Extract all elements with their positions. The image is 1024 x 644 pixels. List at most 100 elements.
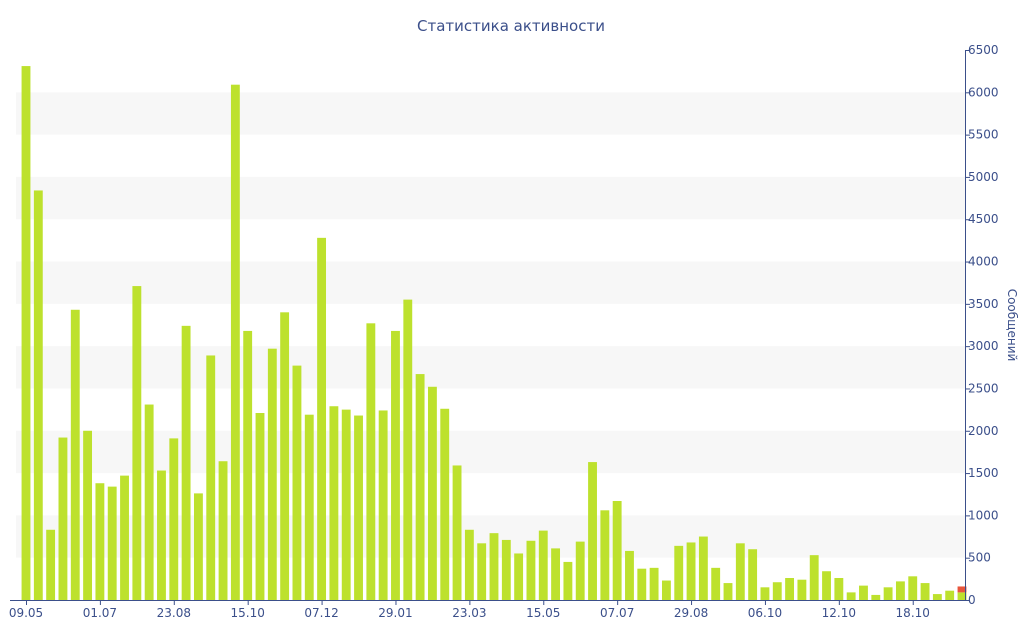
bar xyxy=(748,549,758,600)
bar xyxy=(46,529,56,600)
bar xyxy=(501,539,511,600)
bar xyxy=(526,540,536,600)
y-tick-label: 5000 xyxy=(968,170,999,184)
y-tick-label: 3000 xyxy=(968,339,999,353)
bar xyxy=(427,386,437,600)
bar xyxy=(120,475,129,600)
bar xyxy=(206,355,216,600)
x-tick-label: 12.10 xyxy=(822,606,856,620)
bar xyxy=(354,415,363,600)
bar-highlight xyxy=(957,586,967,593)
bar xyxy=(883,587,893,600)
bar xyxy=(477,543,487,600)
x-tick-label: 23.03 xyxy=(452,606,486,620)
bar xyxy=(859,585,868,600)
bar xyxy=(588,462,597,600)
bar xyxy=(292,365,302,600)
bar xyxy=(83,430,93,600)
bar xyxy=(489,533,499,600)
y-tick-label: 5500 xyxy=(968,128,999,142)
bar xyxy=(193,493,203,600)
x-tick-label: 01.07 xyxy=(83,606,117,620)
x-tick-label: 15.10 xyxy=(231,606,265,620)
bar xyxy=(908,576,918,600)
bar xyxy=(218,461,228,600)
bar xyxy=(834,578,844,600)
bar xyxy=(21,66,31,601)
bar xyxy=(932,594,942,600)
bar xyxy=(686,542,696,600)
grid-band xyxy=(16,261,965,304)
bar xyxy=(95,483,105,600)
bar xyxy=(181,325,191,600)
bar xyxy=(132,286,142,600)
bar xyxy=(563,561,573,600)
bar xyxy=(514,553,524,600)
bar xyxy=(809,555,819,600)
bar xyxy=(895,581,905,600)
y-tick-label: 6500 xyxy=(968,43,999,57)
bar xyxy=(440,408,450,600)
bar xyxy=(70,309,80,600)
y-tick-label: 500 xyxy=(968,551,991,565)
bar xyxy=(846,592,856,600)
y-tick-label: 1000 xyxy=(968,508,999,522)
bar xyxy=(551,548,561,600)
grid-band xyxy=(16,176,965,220)
grid-band xyxy=(16,92,965,135)
x-tick-label: 09.05 xyxy=(9,606,43,620)
bar xyxy=(920,583,930,600)
bar xyxy=(464,529,474,600)
x-tick-label: 07.12 xyxy=(304,606,338,620)
x-tick-label: 23.08 xyxy=(157,606,191,620)
bar xyxy=(723,583,733,600)
bar xyxy=(575,541,585,600)
bar xyxy=(822,571,831,600)
bar xyxy=(772,582,782,600)
bar xyxy=(341,409,351,600)
y-axis-label: Сообщений xyxy=(1005,289,1019,362)
bar xyxy=(280,312,290,600)
bar xyxy=(415,374,425,600)
bar xyxy=(58,437,68,600)
bar xyxy=(711,567,721,600)
bar xyxy=(267,348,277,600)
x-tick-label: 06.10 xyxy=(748,606,782,620)
chart-title: Статистика активности xyxy=(417,17,605,35)
x-tick-label: 29.01 xyxy=(378,606,412,620)
bar xyxy=(391,330,400,600)
bar xyxy=(403,299,413,600)
bar xyxy=(625,550,634,600)
bar xyxy=(243,330,253,600)
bar xyxy=(649,567,659,600)
bar xyxy=(378,410,388,600)
bar xyxy=(329,406,339,600)
y-tick-label: 2000 xyxy=(968,424,999,438)
bar xyxy=(144,404,154,600)
bar xyxy=(317,237,327,600)
bar xyxy=(674,545,684,600)
y-tick-label: 1500 xyxy=(968,466,999,480)
bar xyxy=(760,587,770,600)
bar xyxy=(169,438,179,600)
bar xyxy=(157,470,166,600)
bar xyxy=(230,84,240,600)
bar xyxy=(612,501,622,600)
x-tick-label: 29.08 xyxy=(674,606,708,620)
grid-band xyxy=(16,430,965,474)
x-tick-label: 07.07 xyxy=(600,606,634,620)
bar xyxy=(538,530,548,600)
grid-bands xyxy=(16,92,965,558)
bar xyxy=(452,465,462,600)
bar xyxy=(33,190,43,600)
bar xyxy=(366,323,376,600)
bars-group xyxy=(21,66,967,601)
bar xyxy=(945,590,955,600)
grid-band xyxy=(16,346,965,389)
bar xyxy=(304,414,314,600)
x-tick-label: 15.05 xyxy=(526,606,560,620)
bar xyxy=(735,543,745,600)
bar xyxy=(107,486,117,600)
